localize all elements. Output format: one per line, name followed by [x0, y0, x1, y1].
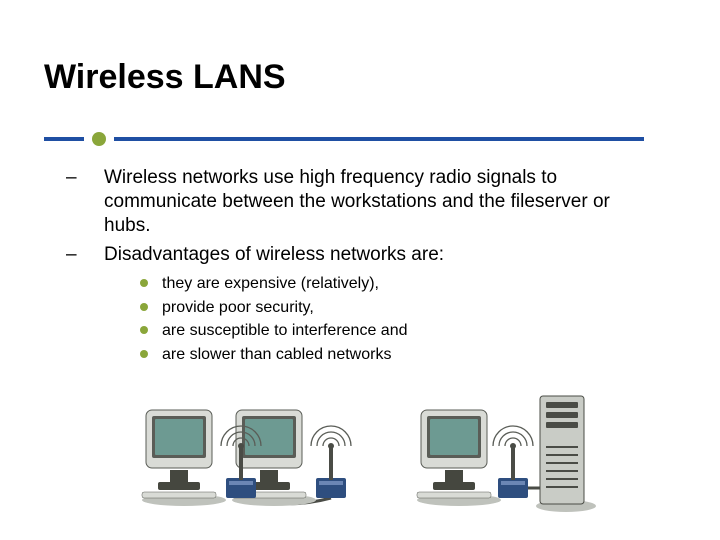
sub-list-item: are susceptible to interference and: [140, 320, 660, 342]
slide-title: Wireless LANS: [44, 58, 286, 97]
list-item: – Disadvantages of wireless networks are…: [60, 243, 660, 267]
content-region: – Wireless networks use high frequency r…: [60, 166, 660, 367]
sub-list-item: they are expensive (relatively),: [140, 273, 660, 295]
title-underline: [44, 136, 644, 142]
underline-seg-2: [114, 137, 644, 141]
dash-bullet: –: [60, 166, 104, 237]
sub-list-item: provide poor security,: [140, 297, 660, 319]
round-bullet-icon: [140, 350, 148, 358]
list-item: – Wireless networks use high frequency r…: [60, 166, 660, 237]
list-item-text: Disadvantages of wireless networks are:: [104, 243, 660, 267]
round-bullet-icon: [140, 326, 148, 334]
sub-list-item-text: they are expensive (relatively),: [162, 273, 379, 295]
dash-bullet: –: [60, 243, 104, 267]
underline-dot: [92, 132, 106, 146]
sub-list-item-text: are susceptible to interference and: [162, 320, 407, 342]
list-item-text: Wireless networks use high frequency rad…: [104, 166, 660, 237]
network-diagram: [140, 388, 610, 518]
underline-seg-1: [44, 137, 84, 141]
sub-list-item-text: provide poor security,: [162, 297, 314, 319]
round-bullet-icon: [140, 303, 148, 311]
sub-list: they are expensive (relatively), provide…: [140, 273, 660, 365]
sub-list-item-text: are slower than cabled networks: [162, 344, 391, 366]
sub-list-item: are slower than cabled networks: [140, 344, 660, 366]
slide: Wireless LANS – Wireless networks use hi…: [0, 0, 720, 540]
round-bullet-icon: [140, 279, 148, 287]
